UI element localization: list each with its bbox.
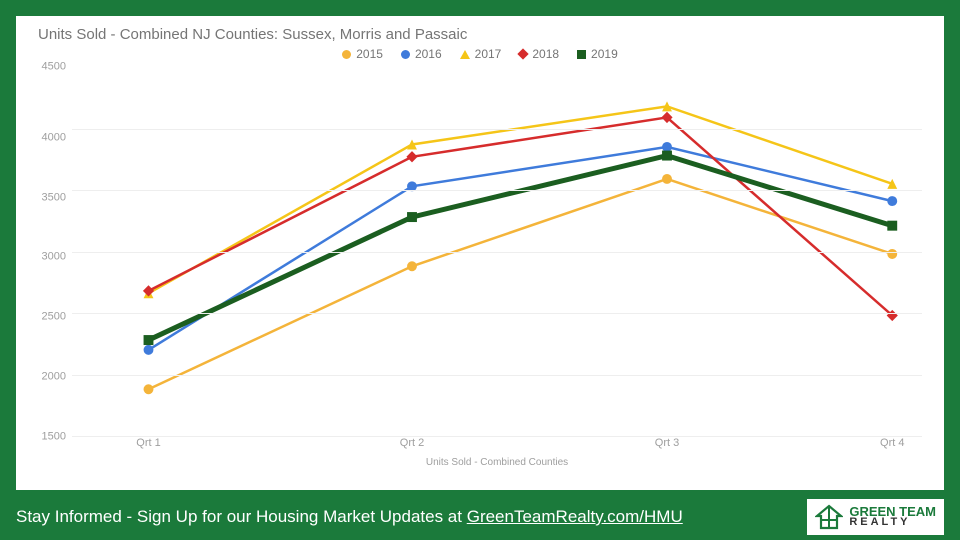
chart-card: Units Sold - Combined NJ Counties: Susse… [16,16,944,490]
outer-frame: Units Sold - Combined NJ Counties: Susse… [0,0,960,540]
plot-wrap: 4500400035003000250020001500 [38,67,922,437]
legend-item: 2015 [342,47,383,61]
legend-marker-icon [577,50,586,59]
x-tick-label: Qrt 3 [655,437,679,449]
y-tick-label: 3000 [38,252,66,263]
legend-item: 2016 [401,47,442,61]
house-icon [815,504,843,530]
legend-marker-icon [401,50,410,59]
gridline [72,252,922,253]
gridline [72,313,922,314]
gridline [72,129,922,130]
y-tick-label: 1500 [38,431,66,442]
x-tick-label: Qrt 2 [400,437,424,449]
x-tick-label: Qrt 4 [880,437,904,449]
gridline [72,190,922,191]
legend-label: 2016 [415,47,442,61]
y-axis: 4500400035003000250020001500 [38,67,72,437]
y-tick-label: 3500 [38,192,66,203]
brand-logo: GREEN TEAM REALTY [807,499,944,535]
y-tick-label: 2500 [38,312,66,323]
legend-label: 2019 [591,47,618,61]
x-axis-caption: Units Sold - Combined Counties [72,457,922,468]
plot-area [72,67,922,437]
legend-label: 2017 [475,47,502,61]
legend-item: 2018 [519,47,559,61]
footer-prefix: Stay Informed - Sign Up for our Housing … [16,507,467,526]
legend-label: 2018 [532,47,559,61]
legend-marker-icon [342,50,351,59]
gridline [72,375,922,376]
footer-bar: Stay Informed - Sign Up for our Housing … [0,494,960,540]
y-tick-label: 4000 [38,132,66,143]
chart-legend: 2015 2016 2017 2018 2019 [38,47,922,61]
x-tick-label: Qrt 1 [136,437,160,449]
footer-text: Stay Informed - Sign Up for our Housing … [16,507,683,527]
legend-label: 2015 [356,47,383,61]
y-tick-label: 4500 [38,62,66,73]
legend-item: 2017 [460,47,502,61]
logo-text: GREEN TEAM REALTY [849,506,936,528]
legend-marker-icon [518,48,529,59]
y-tick-label: 2000 [38,372,66,383]
logo-line2: REALTY [849,518,936,528]
legend-marker-icon [460,50,470,59]
chart-title: Units Sold - Combined NJ Counties: Susse… [38,26,922,43]
footer-link[interactable]: GreenTeamRealty.com/HMU [467,507,683,526]
x-axis: Qrt 1 Qrt 2 Qrt 3 Qrt 4 [72,437,922,455]
legend-item: 2019 [577,47,618,61]
